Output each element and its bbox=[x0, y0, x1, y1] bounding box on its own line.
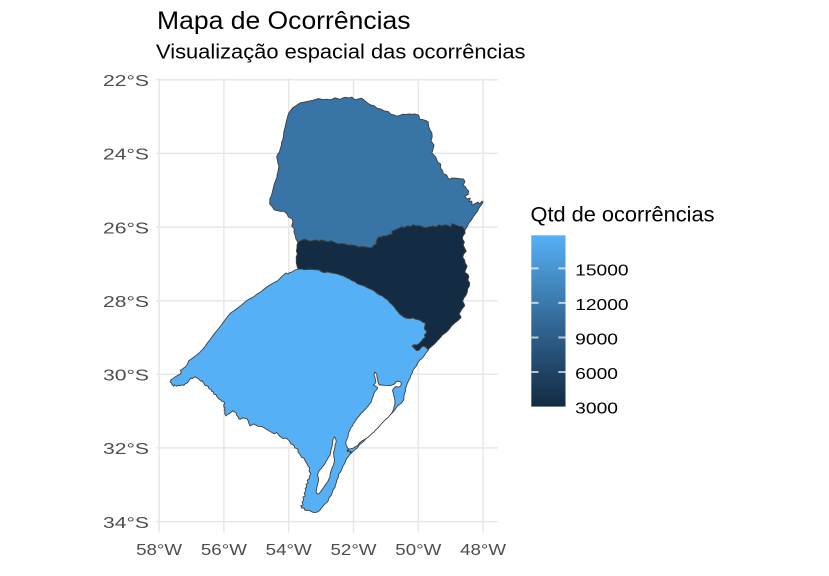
svg-text:26°S: 26°S bbox=[103, 220, 149, 237]
svg-text:Visualização espacial das ocor: Visualização espacial das ocorrências bbox=[156, 41, 526, 63]
svg-text:Qtd de ocorrências: Qtd de ocorrências bbox=[531, 202, 715, 226]
svg-text:22°S: 22°S bbox=[103, 73, 149, 90]
svg-text:28°S: 28°S bbox=[103, 294, 149, 311]
svg-text:3000: 3000 bbox=[575, 400, 618, 417]
svg-text:58°W: 58°W bbox=[136, 542, 182, 559]
svg-text:15000: 15000 bbox=[575, 262, 629, 279]
svg-text:50°W: 50°W bbox=[395, 542, 441, 559]
svg-text:Mapa de Ocorrências: Mapa de Ocorrências bbox=[157, 8, 411, 35]
svg-text:12000: 12000 bbox=[575, 297, 629, 314]
svg-text:56°W: 56°W bbox=[201, 542, 247, 559]
svg-text:24°S: 24°S bbox=[103, 147, 149, 164]
svg-text:54°W: 54°W bbox=[266, 542, 312, 559]
svg-text:30°S: 30°S bbox=[103, 368, 149, 385]
svg-text:48°W: 48°W bbox=[460, 542, 506, 559]
svg-text:32°S: 32°S bbox=[103, 441, 149, 458]
svg-text:6000: 6000 bbox=[575, 366, 618, 383]
svg-text:9000: 9000 bbox=[575, 332, 618, 349]
svg-text:52°W: 52°W bbox=[331, 542, 377, 559]
svg-text:34°S: 34°S bbox=[103, 515, 149, 532]
